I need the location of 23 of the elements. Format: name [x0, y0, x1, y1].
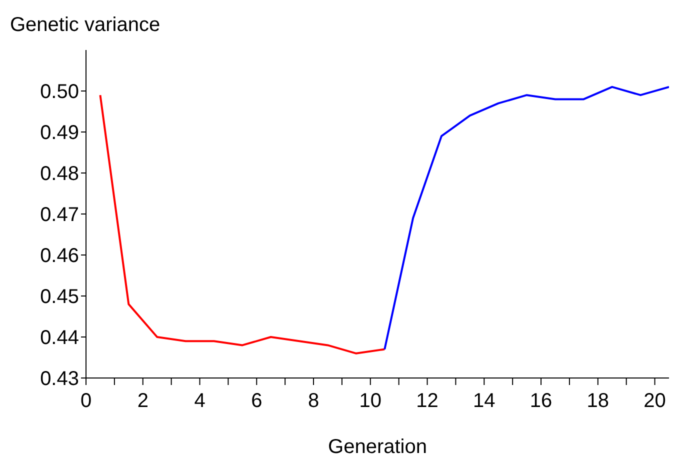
y-axis-title: Genetic variance	[10, 14, 160, 37]
x-tick-label: 14	[473, 390, 496, 412]
y-tick-label: 0.43	[40, 368, 79, 390]
y-tick-label: 0.48	[40, 163, 79, 186]
x-tick-label: 18	[586, 390, 610, 412]
x-tick-label: 0	[80, 390, 92, 412]
x-tick-label: 4	[194, 390, 206, 412]
line-series	[384, 86, 669, 350]
y-tick-label: 0.50	[40, 81, 79, 104]
y-tick-label: 0.47	[40, 204, 79, 226]
x-tick-label: 10	[359, 390, 382, 412]
line-series	[99, 94, 386, 354]
x-tick-label: 6	[251, 390, 262, 412]
y-tick-label: 0.49	[40, 122, 79, 144]
y-tick-label: 0.44	[40, 327, 79, 350]
x-tick-label: 16	[530, 390, 552, 412]
x-tick-label: 8	[308, 390, 320, 412]
x-tick-label: 2	[137, 390, 148, 412]
x-axis-title: Generation	[328, 436, 427, 458]
x-tick-label: 20	[644, 390, 666, 412]
y-tick-label: 0.46	[40, 245, 79, 268]
x-tick-label: 12	[416, 390, 438, 412]
y-tick-label: 0.45	[40, 286, 79, 308]
